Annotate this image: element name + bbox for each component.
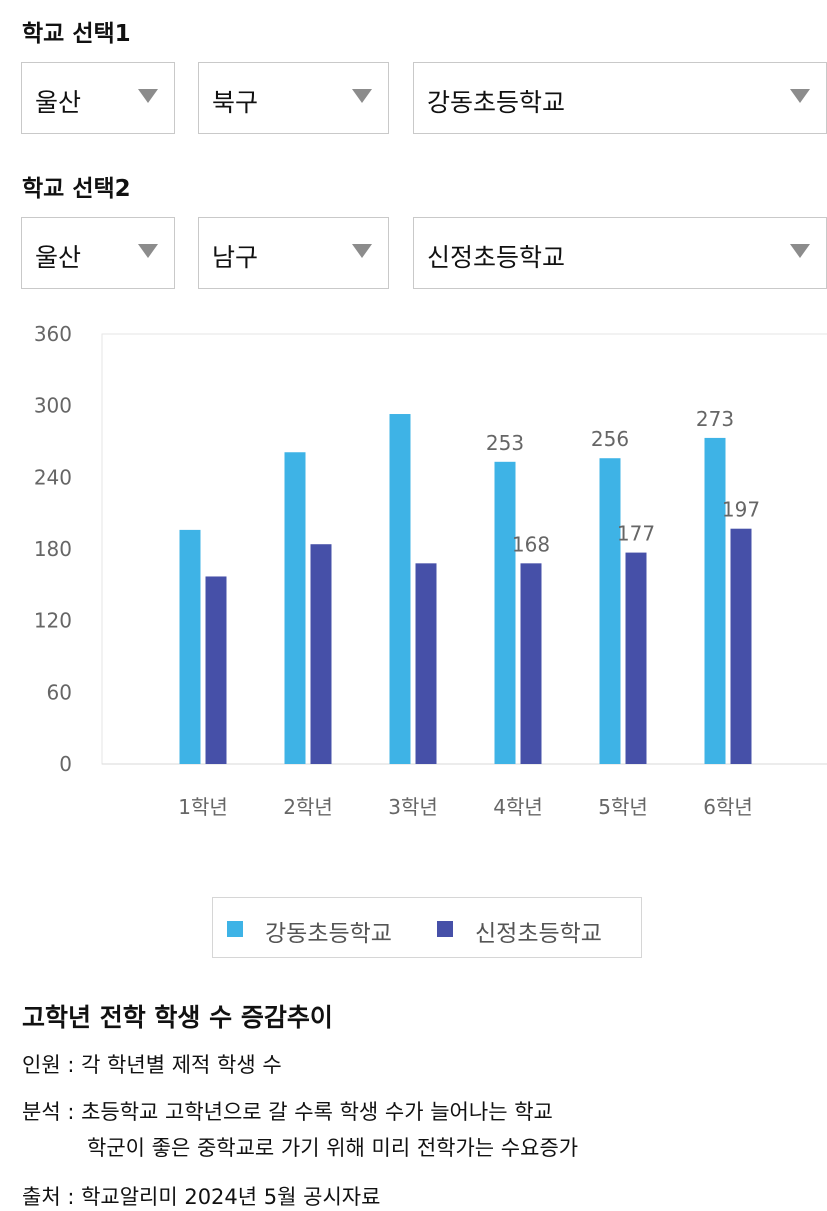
data-label: 168 <box>512 532 550 556</box>
x-tick-label: 1학년 <box>178 795 228 819</box>
x-tick-label: 4학년 <box>493 795 543 819</box>
y-tick-label: 300 <box>34 394 72 418</box>
school-select-1-title: 학교 선택1 <box>22 21 131 47</box>
region-select-1[interactable]: 울산 <box>21 62 175 134</box>
notes-title: 고학년 전학 학생 수 증감추이 <box>22 1003 333 1032</box>
y-tick-label: 60 <box>47 680 72 704</box>
school-select-1[interactable]: 강동초등학교 <box>413 62 827 134</box>
plot-area: 0 60 120 180 240 300 360 1학년 2학년 3학년 253 168 4학년 256 1… <box>34 322 827 819</box>
data-label: 197 <box>722 498 760 522</box>
data-label: 256 <box>591 427 629 451</box>
bar <box>310 544 332 764</box>
chevron-down-icon <box>352 89 372 103</box>
legend-swatch-series-1 <box>227 921 243 937</box>
school-select-1-value: 강동초등학교 <box>427 88 566 117</box>
y-tick-label: 240 <box>34 465 72 489</box>
y-tick-label: 180 <box>34 537 72 561</box>
y-tick-label: 120 <box>34 609 72 633</box>
bar <box>520 563 542 764</box>
region-select-2-value: 울산 <box>35 243 82 272</box>
bar <box>625 552 647 764</box>
grade-comparison-bar-chart: 0 60 120 180 240 300 360 1학년 2학년 3학년 253 168 4학년 256 1… <box>34 322 827 819</box>
data-label: 273 <box>696 407 734 431</box>
x-tick-label: 5학년 <box>598 795 648 819</box>
district-select-1[interactable]: 북구 <box>198 62 389 134</box>
legend-label-series-2: 신정초등학교 <box>475 921 602 947</box>
note-analysis: 분석 : 초등학교 고학년으로 갈 수록 학생 수가 늘어나는 학교 <box>22 1100 553 1124</box>
region-select-1-value: 울산 <box>35 88 82 117</box>
school-select-2-title: 학교 선택2 <box>22 176 131 202</box>
bar <box>205 576 227 764</box>
x-tick-label: 6학년 <box>703 795 753 819</box>
legend-swatch-series-2 <box>437 921 453 937</box>
bar <box>730 528 752 764</box>
x-tick-label: 3학년 <box>388 795 438 819</box>
data-label: 253 <box>486 431 524 455</box>
legend-label-series-1: 강동초등학교 <box>265 921 392 947</box>
note-analysis-continued: 학군이 좋은 중학교로 가기 위해 미리 전학가는 수요증가 <box>87 1136 579 1160</box>
chevron-down-icon <box>352 244 372 258</box>
school-select-2[interactable]: 신정초등학교 <box>413 217 827 289</box>
chevron-down-icon <box>138 89 158 103</box>
bar <box>415 563 437 764</box>
data-label: 177 <box>617 522 655 546</box>
bar <box>599 458 621 764</box>
district-select-2[interactable]: 남구 <box>198 217 389 289</box>
note-scope: 인원 : 각 학년별 제적 학생 수 <box>22 1053 282 1077</box>
bar <box>284 452 306 764</box>
district-select-1-value: 북구 <box>212 88 259 117</box>
y-tick-label: 0 <box>59 752 72 776</box>
bar <box>704 437 726 764</box>
chart-legend: 강동초등학교 신정초등학교 <box>212 897 642 958</box>
x-tick-label: 2학년 <box>283 795 333 819</box>
bar <box>179 529 201 764</box>
school-select-2-value: 신정초등학교 <box>427 243 566 272</box>
district-select-2-value: 남구 <box>212 243 259 272</box>
chevron-down-icon <box>138 244 158 258</box>
note-source: 출처 : 학교알리미 2024년 5월 공시자료 <box>22 1185 381 1209</box>
bar <box>389 414 411 764</box>
chevron-down-icon <box>790 89 810 103</box>
bar <box>494 461 516 764</box>
chevron-down-icon <box>790 244 810 258</box>
y-tick-label: 360 <box>34 322 72 346</box>
region-select-2[interactable]: 울산 <box>21 217 175 289</box>
